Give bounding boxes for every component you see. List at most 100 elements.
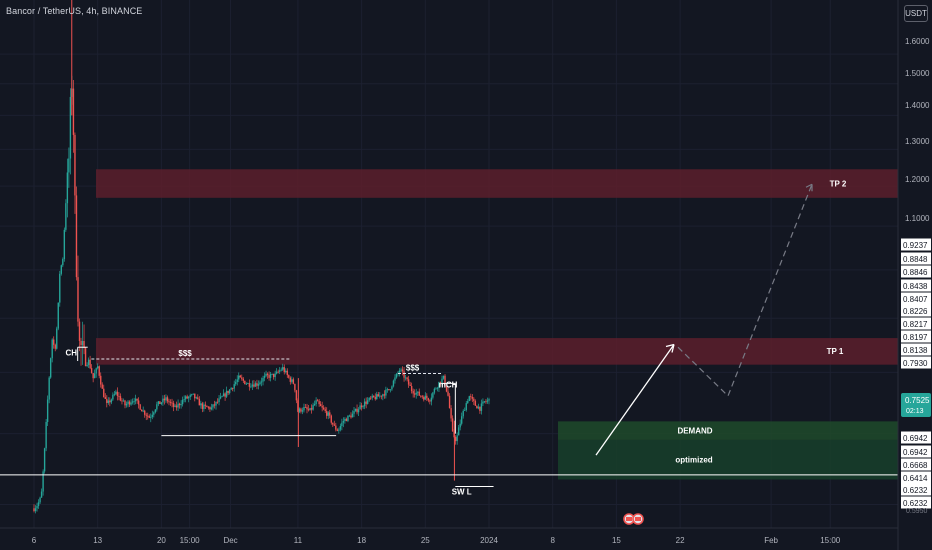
candle-body (260, 381, 263, 383)
candle-body (448, 395, 451, 409)
candle-body (107, 400, 110, 403)
candle-body (388, 389, 390, 391)
candle-body (134, 398, 137, 402)
time-axis-label: 20 (157, 536, 166, 545)
candle-body (280, 369, 282, 371)
annotation-label: SW L (452, 487, 472, 496)
candle-body (43, 448, 46, 472)
candle-body (274, 373, 276, 378)
candle-body (160, 402, 163, 405)
price-axis-label: 0.8138 (903, 346, 928, 355)
candle-body (265, 373, 267, 376)
candle-body (474, 401, 477, 406)
candle-body (98, 366, 100, 376)
candle-body (430, 397, 433, 402)
candle-body (467, 401, 469, 404)
candle-body (271, 373, 273, 375)
candle-body (444, 375, 446, 386)
candle-body (385, 389, 387, 396)
candle-body (404, 377, 407, 379)
candle-body (319, 404, 322, 407)
currency-badge[interactable]: USDT (904, 5, 928, 22)
candle-body (171, 402, 173, 404)
candle-body (356, 408, 358, 413)
price-axis-label-box (901, 471, 931, 484)
candle-body (118, 395, 120, 397)
candle-body (42, 471, 44, 492)
candle-body (407, 379, 410, 385)
candle-body (115, 391, 117, 395)
candle-body (207, 406, 210, 408)
candle-body (110, 399, 113, 403)
candle-body (213, 404, 216, 406)
candle-body (462, 410, 464, 417)
candle-body (382, 394, 384, 397)
candle-body (180, 404, 182, 406)
candle-body (78, 321, 81, 341)
candle-body (159, 401, 161, 405)
candle-body (251, 384, 254, 387)
candle-body (379, 395, 381, 397)
candle-body (153, 412, 155, 415)
candle-body (315, 400, 317, 404)
candle-body (62, 259, 64, 266)
candle-body (357, 409, 360, 413)
price-axis-label-box (901, 265, 931, 278)
candle-body (56, 328, 58, 349)
candle-body (335, 425, 337, 430)
candle-body (351, 413, 354, 418)
candle-body (406, 377, 408, 380)
candle-body (324, 409, 326, 411)
candle-body (33, 508, 35, 512)
candle-body (103, 388, 105, 398)
candle-body (36, 506, 38, 509)
candle-body (66, 172, 69, 204)
price-axis-label: 1.6000 (905, 37, 930, 46)
candle-body (53, 339, 55, 345)
annotation-label: optimized (675, 455, 712, 464)
price-axis-label-box (901, 304, 931, 317)
candle-body (168, 401, 170, 403)
candle-body (427, 398, 430, 401)
candle-body (247, 383, 249, 385)
candle-body (366, 400, 369, 404)
candle-body (228, 389, 231, 394)
candle-body (221, 396, 223, 398)
candle-body (488, 399, 490, 401)
annotation-label: DEMAND (677, 427, 712, 436)
candle-body (236, 379, 238, 382)
candle-body (140, 409, 143, 412)
time-axis-label: Dec (223, 536, 237, 545)
candle-body (175, 405, 178, 408)
candle-body (439, 381, 442, 384)
candle-body (63, 229, 66, 260)
candle-body (75, 195, 78, 278)
time-axis-label: 6 (32, 536, 37, 545)
candle-body (145, 414, 147, 416)
candle-body (294, 383, 296, 391)
candle-body (480, 403, 483, 411)
candle-body (400, 369, 402, 371)
candle-body (333, 424, 335, 426)
candle-body (60, 265, 62, 274)
candle-body (464, 410, 466, 411)
candle-body (483, 401, 486, 403)
candle-body (295, 390, 298, 401)
candle-body (423, 397, 425, 400)
candle-body (177, 403, 179, 408)
candle-body (109, 400, 111, 403)
candle-body (365, 401, 367, 404)
candle-body (54, 344, 56, 349)
candle-body (461, 416, 463, 424)
price-axis-label-box (901, 483, 931, 496)
price-axis-label-box (901, 458, 931, 471)
annotation-label: $$$ (178, 349, 192, 358)
candle-body (309, 408, 311, 411)
current-price-countdown: 02:13 (906, 408, 924, 415)
candle-body (370, 397, 372, 399)
current-price-value: 0.7525 (905, 396, 930, 405)
candle-body (104, 397, 106, 399)
candle-body (485, 401, 487, 403)
